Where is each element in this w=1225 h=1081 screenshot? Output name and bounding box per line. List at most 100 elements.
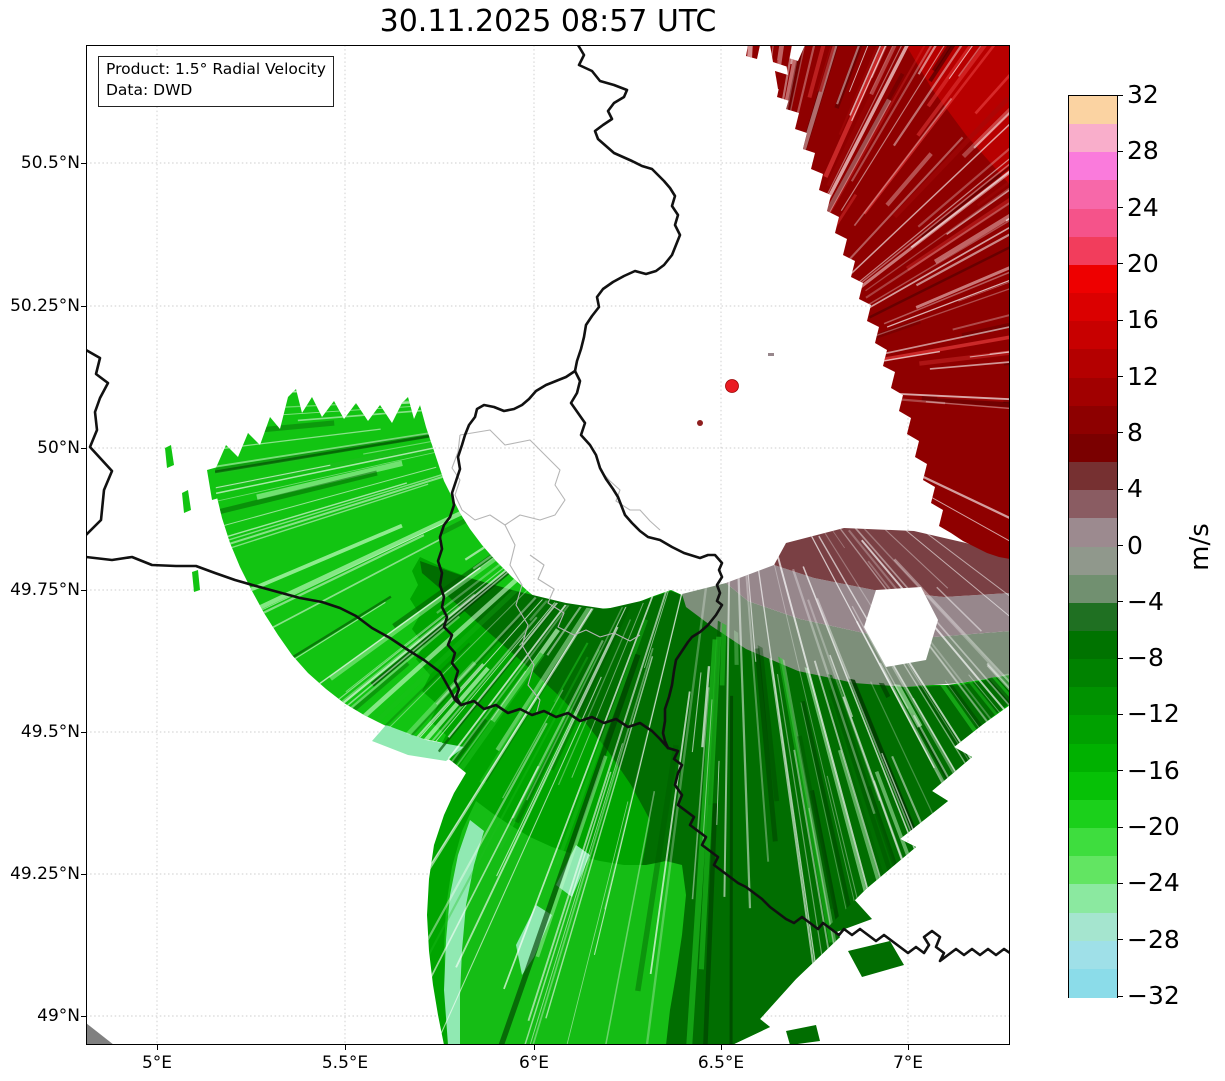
colorbar-band — [1069, 828, 1117, 857]
colorbar-band — [1069, 264, 1117, 294]
colorbar-band — [1069, 490, 1117, 519]
colorbar-tick-label: 8 — [1127, 417, 1143, 447]
admin-river-lines — [451, 429, 661, 716]
x-tick-mark — [156, 1045, 158, 1050]
colorbar-tick-label: 0 — [1127, 530, 1143, 560]
colorbar-tick-mark — [1117, 770, 1123, 772]
colorbar-tick-mark — [1117, 263, 1123, 265]
colorbar-band — [1069, 518, 1117, 547]
x-tick-label: 6°E — [518, 1053, 550, 1073]
colorbar-band — [1069, 659, 1117, 688]
y-tick-label: 50.5°N — [20, 153, 80, 173]
colorbar-band — [1069, 124, 1117, 153]
colorbar-band — [1069, 799, 1117, 829]
y-tick-mark — [81, 589, 86, 591]
product-label: Product: 1.5° Radial Velocity — [106, 60, 326, 78]
colorbar-band — [1069, 349, 1117, 379]
velocity-field — [165, 45, 1010, 1045]
colorbar-tick-mark — [1117, 995, 1123, 997]
x-tick-mark — [907, 1045, 909, 1050]
x-tick-label: 5°E — [141, 1053, 173, 1073]
colorbar-tick-label: 24 — [1127, 192, 1159, 222]
colorbar-tick-label: −4 — [1127, 586, 1164, 616]
colorbar-tick-label: 16 — [1127, 305, 1159, 335]
colorbar-tick-mark — [1117, 319, 1123, 321]
colorbar-band — [1069, 602, 1117, 632]
colorbar-band — [1069, 630, 1117, 660]
map-plot: Product: 1.5° Radial Velocity Data: DWD — [86, 45, 1010, 1045]
y-tick-mark — [81, 305, 86, 307]
colorbar-band — [1069, 546, 1117, 576]
colorbar-band — [1069, 405, 1117, 435]
x-tick-label: 7°E — [892, 1053, 924, 1073]
x-tick-mark — [533, 1045, 535, 1050]
colorbar-band — [1069, 715, 1117, 745]
corner-clip-triangle — [86, 1023, 114, 1045]
colorbar-tick-mark — [1117, 939, 1123, 941]
product-info-box: Product: 1.5° Radial Velocity Data: DWD — [98, 56, 334, 107]
y-tick-label: 50.25°N — [10, 296, 80, 316]
colorbar-band — [1069, 236, 1117, 266]
colorbar-band — [1069, 96, 1117, 125]
colorbar-band — [1069, 940, 1117, 970]
colorbar-tick-mark — [1117, 826, 1123, 828]
colorbar-tick-label: 4 — [1127, 474, 1143, 504]
y-tick-mark — [81, 731, 86, 733]
colorbar-tick-label: −28 — [1127, 924, 1180, 954]
colorbar-tick-label: −16 — [1127, 755, 1180, 785]
colorbar-band — [1069, 293, 1117, 322]
y-tick-mark — [81, 447, 86, 449]
figure-title: 30.11.2025 08:57 UTC — [379, 4, 717, 39]
y-tick-mark — [81, 873, 86, 875]
colorbar-band — [1069, 743, 1117, 773]
colorbar-tick-label: −32 — [1127, 981, 1180, 1010]
colorbar-tick-mark — [1117, 94, 1123, 96]
colorbar-tick-mark — [1117, 657, 1123, 659]
colorbar-band — [1069, 152, 1117, 181]
colorbar-tick-label: −20 — [1127, 812, 1180, 842]
colorbar-band — [1069, 856, 1117, 885]
colorbar-unit-label: m/s — [1185, 523, 1215, 571]
x-tick-label: 6.5°E — [697, 1053, 745, 1073]
colorbar-tick-label: 12 — [1127, 361, 1159, 391]
colorbar-tick-mark — [1117, 207, 1123, 209]
colorbar-tick-label: 28 — [1127, 136, 1159, 166]
y-tick-label: 49°N — [37, 1006, 80, 1026]
colorbar-band — [1069, 687, 1117, 716]
colorbar-tick-mark — [1117, 376, 1123, 378]
x-tick-mark — [344, 1045, 346, 1050]
y-tick-mark — [81, 162, 86, 164]
data-source-label: Data: DWD — [106, 81, 193, 100]
y-tick-mark — [81, 1015, 86, 1017]
colorbar-tick-mark — [1117, 713, 1123, 715]
colorbar-band — [1069, 574, 1117, 604]
colorbar-band — [1069, 884, 1117, 914]
colorbar-band — [1069, 180, 1117, 210]
y-tick-label: 49.5°N — [20, 722, 80, 742]
colorbar-band — [1069, 321, 1117, 350]
colorbar-band — [1069, 912, 1117, 942]
radar-site-marker — [725, 379, 739, 393]
colorbar — [1068, 95, 1118, 998]
radar-velocity-map-canvas — [86, 45, 1010, 1045]
colorbar-band — [1069, 208, 1117, 238]
y-tick-label: 49.25°N — [10, 864, 80, 884]
y-tick-label: 49.75°N — [10, 580, 80, 600]
colorbar-tick-mark — [1117, 432, 1123, 434]
colorbar-band — [1069, 771, 1117, 801]
colorbar-band — [1069, 462, 1117, 491]
colorbar-band — [1069, 433, 1117, 463]
colorbar-tick-label: −8 — [1127, 643, 1164, 673]
country-borders — [86, 45, 1010, 963]
colorbar-tick-mark — [1117, 488, 1123, 490]
colorbar-tick-label: 20 — [1127, 248, 1159, 278]
x-tick-mark — [720, 1045, 722, 1050]
colorbar-band — [1069, 968, 1117, 998]
colorbar-tick-mark — [1117, 150, 1123, 152]
y-tick-label: 50°N — [37, 438, 80, 458]
colorbar-tick-mark — [1117, 882, 1123, 884]
x-tick-label: 5.5°E — [321, 1053, 369, 1073]
colorbar-tick-label: −24 — [1127, 868, 1180, 898]
colorbar-tick-mark — [1117, 545, 1123, 546]
